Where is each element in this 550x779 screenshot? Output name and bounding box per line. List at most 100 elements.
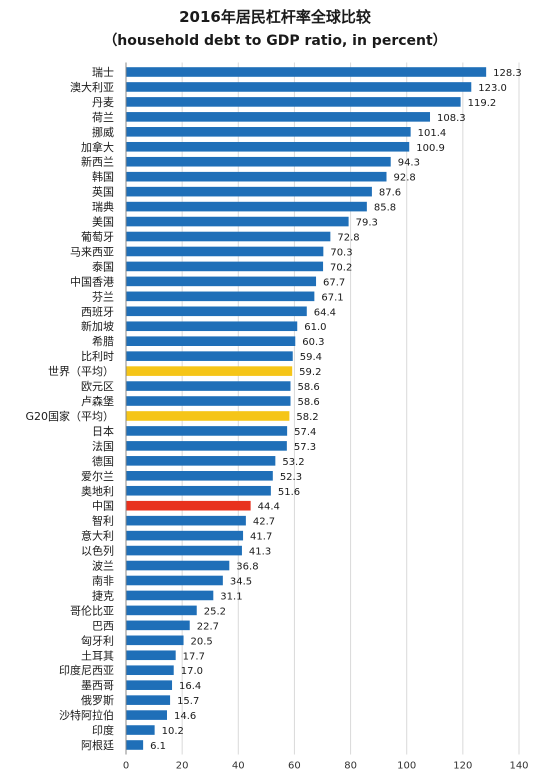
bar-43 bbox=[126, 710, 167, 720]
category-label-40: 印度尼西亚 bbox=[59, 663, 114, 677]
bar-26 bbox=[126, 456, 276, 466]
category-label-4: 挪威 bbox=[92, 125, 114, 139]
bar-7 bbox=[126, 171, 387, 182]
bar-13 bbox=[126, 261, 324, 272]
value-label-22: 58.6 bbox=[297, 397, 319, 408]
category-label-35: 捷克 bbox=[92, 588, 114, 602]
bar-30 bbox=[126, 515, 246, 526]
value-label-10: 79.3 bbox=[356, 218, 378, 229]
bar-19 bbox=[126, 351, 293, 361]
bar-28 bbox=[126, 485, 271, 496]
category-label-33: 波兰 bbox=[92, 560, 114, 573]
value-label-27: 52.3 bbox=[280, 472, 302, 483]
value-label-20: 59.2 bbox=[299, 367, 321, 378]
bar-39 bbox=[126, 650, 176, 661]
x-tick-label-80: 80 bbox=[344, 760, 357, 771]
value-label-3: 108.3 bbox=[437, 113, 466, 124]
value-label-41: 16.4 bbox=[179, 681, 201, 692]
category-label-30: 智利 bbox=[92, 514, 114, 528]
bar-45 bbox=[126, 740, 144, 750]
category-label-45: 阿根廷 bbox=[81, 738, 114, 752]
category-label-21: 欧元区 bbox=[81, 380, 114, 393]
value-label-19: 59.4 bbox=[300, 352, 322, 363]
bar-14 bbox=[126, 276, 317, 287]
bar-4 bbox=[126, 127, 411, 137]
category-label-12: 马来西亚 bbox=[70, 245, 114, 258]
value-label-45: 6.1 bbox=[150, 741, 166, 752]
bars bbox=[126, 67, 487, 750]
x-tick-label-20: 20 bbox=[176, 760, 189, 771]
value-label-13: 70.2 bbox=[330, 262, 352, 273]
bar-31 bbox=[126, 530, 244, 541]
bar-33 bbox=[126, 560, 230, 571]
category-label-23: G20国家（平均） bbox=[25, 409, 114, 423]
value-label-0: 128.3 bbox=[493, 68, 522, 79]
category-label-3: 荷兰 bbox=[92, 111, 114, 124]
bar-44 bbox=[126, 725, 155, 735]
category-label-31: 意大利 bbox=[81, 529, 114, 543]
value-label-8: 87.6 bbox=[379, 188, 401, 199]
bar-40 bbox=[126, 665, 174, 676]
value-label-18: 60.3 bbox=[302, 337, 324, 348]
value-label-23: 58.2 bbox=[296, 412, 318, 423]
category-label-39: 土耳其 bbox=[81, 649, 114, 662]
value-label-15: 67.1 bbox=[321, 292, 343, 303]
x-tick-label-140: 140 bbox=[509, 760, 528, 771]
category-label-24: 日本 bbox=[92, 424, 114, 438]
category-label-11: 葡萄牙 bbox=[81, 231, 114, 244]
category-label-42: 俄罗斯 bbox=[81, 694, 114, 707]
bar-42 bbox=[126, 695, 171, 705]
value-label-30: 42.7 bbox=[253, 517, 275, 528]
value-label-9: 85.8 bbox=[374, 203, 396, 214]
value-label-32: 41.3 bbox=[249, 547, 271, 558]
value-label-17: 61.0 bbox=[304, 322, 326, 333]
bar-27 bbox=[126, 471, 273, 481]
bar-36 bbox=[126, 605, 197, 616]
x-tick-label-100: 100 bbox=[397, 760, 416, 771]
category-label-7: 韩国 bbox=[92, 170, 114, 184]
category-label-16: 西班牙 bbox=[81, 305, 114, 318]
value-label-11: 72.8 bbox=[337, 233, 359, 244]
category-label-18: 希腊 bbox=[92, 334, 114, 348]
category-label-0: 瑞士 bbox=[92, 65, 114, 79]
bar-24 bbox=[126, 426, 288, 436]
category-label-34: 南非 bbox=[92, 574, 114, 587]
bar-15 bbox=[126, 291, 315, 302]
category-label-28: 奥地利 bbox=[81, 484, 114, 498]
category-label-32: 以色列 bbox=[81, 544, 114, 558]
bar-35 bbox=[126, 590, 214, 601]
bar-0 bbox=[126, 67, 487, 77]
x-tick-label-120: 120 bbox=[453, 760, 472, 771]
value-label-25: 57.3 bbox=[294, 442, 316, 453]
bar-21 bbox=[126, 381, 291, 391]
category-label-27: 爱尔兰 bbox=[81, 470, 114, 483]
category-labels: 瑞士澳大利亚丹麦荷兰挪威加拿大新西兰韩国英国瑞典美国葡萄牙马来西亚泰国中国香港芬… bbox=[25, 65, 114, 752]
bar-38 bbox=[126, 635, 184, 646]
value-label-24: 57.4 bbox=[294, 427, 316, 438]
category-label-20: 世界（平均） bbox=[48, 365, 114, 378]
value-label-37: 22.7 bbox=[197, 621, 219, 632]
category-label-14: 中国香港 bbox=[70, 275, 114, 288]
category-label-5: 加拿大 bbox=[81, 140, 114, 154]
category-label-43: 沙特阿拉伯 bbox=[59, 708, 114, 722]
value-label-36: 25.2 bbox=[204, 606, 226, 617]
value-label-43: 14.6 bbox=[174, 711, 196, 722]
bar-25 bbox=[126, 441, 287, 451]
category-label-8: 英国 bbox=[92, 185, 114, 199]
category-label-44: 印度 bbox=[92, 723, 114, 737]
x-tick-label-60: 60 bbox=[288, 760, 301, 771]
bar-18 bbox=[126, 336, 296, 346]
x-tick-label-40: 40 bbox=[232, 760, 245, 771]
category-label-2: 丹麦 bbox=[92, 96, 114, 109]
value-label-34: 34.5 bbox=[230, 576, 252, 587]
category-label-37: 巴西 bbox=[92, 619, 114, 632]
bar-32 bbox=[126, 545, 242, 556]
category-label-6: 新西兰 bbox=[81, 155, 114, 169]
category-label-38: 匈牙利 bbox=[81, 633, 114, 647]
value-label-6: 94.3 bbox=[398, 158, 420, 169]
value-label-12: 70.3 bbox=[330, 247, 352, 258]
bar-16 bbox=[126, 306, 307, 317]
bar-29 bbox=[126, 500, 251, 511]
category-label-10: 美国 bbox=[92, 216, 114, 229]
value-label-14: 67.7 bbox=[323, 277, 345, 288]
